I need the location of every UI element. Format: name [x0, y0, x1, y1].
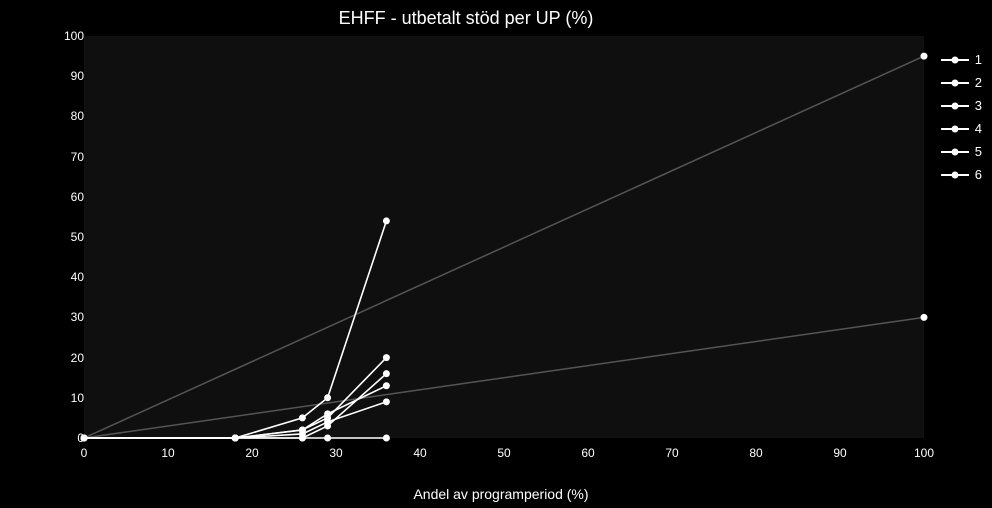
y-tick: 90 — [60, 69, 84, 83]
legend-item-1: 1 — [941, 52, 982, 67]
series-marker-2 — [383, 354, 390, 361]
x-tick: 10 — [161, 446, 174, 460]
series-marker-6 — [299, 435, 306, 442]
legend-item-6: 6 — [941, 167, 982, 182]
chart-container: EHFF - utbetalt stöd per UP (%) Andel ut… — [0, 0, 992, 508]
y-tick: 60 — [60, 190, 84, 204]
x-tick: 30 — [329, 446, 342, 460]
series-marker-6 — [232, 435, 239, 442]
legend-label: 2 — [975, 75, 982, 90]
series-line-3 — [84, 221, 386, 438]
reference-marker — [921, 314, 928, 321]
reference-line — [84, 317, 924, 438]
legend-swatch-icon — [941, 59, 969, 61]
series-marker-3 — [383, 217, 390, 224]
legend-label: 4 — [975, 121, 982, 136]
series-marker-1 — [383, 382, 390, 389]
series-line-1 — [84, 386, 386, 438]
legend: 1 2 3 4 5 6 — [941, 52, 982, 182]
plot-svg — [70, 36, 924, 458]
legend-swatch-icon — [941, 105, 969, 107]
y-tick: 20 — [60, 351, 84, 365]
legend-label: 5 — [975, 144, 982, 159]
x-tick: 70 — [665, 446, 678, 460]
series-marker-3 — [299, 414, 306, 421]
series-line-4 — [84, 374, 386, 438]
y-tick: 80 — [60, 109, 84, 123]
x-tick: 40 — [413, 446, 426, 460]
plot-area: 0102030405060708090100010203040506070809… — [70, 36, 924, 458]
y-tick: 0 — [60, 431, 84, 445]
legend-swatch-icon — [941, 82, 969, 84]
series-marker-6 — [324, 435, 331, 442]
legend-item-4: 4 — [941, 121, 982, 136]
series-marker-6 — [383, 435, 390, 442]
y-tick: 40 — [60, 270, 84, 284]
x-tick: 50 — [497, 446, 510, 460]
legend-swatch-icon — [941, 174, 969, 176]
series-marker-5 — [383, 398, 390, 405]
chart-title: EHFF - utbetalt stöd per UP (%) — [0, 8, 932, 29]
legend-item-5: 5 — [941, 144, 982, 159]
x-tick: 20 — [245, 446, 258, 460]
legend-label: 3 — [975, 98, 982, 113]
x-tick: 90 — [833, 446, 846, 460]
reference-line — [84, 56, 924, 438]
x-axis-label: Andel av programperiod (%) — [70, 486, 932, 502]
x-tick: 80 — [749, 446, 762, 460]
legend-swatch-icon — [941, 151, 969, 153]
y-tick: 30 — [60, 310, 84, 324]
y-tick: 70 — [60, 150, 84, 164]
legend-item-3: 3 — [941, 98, 982, 113]
series-marker-3 — [324, 394, 331, 401]
legend-label: 6 — [975, 167, 982, 182]
x-tick: 60 — [581, 446, 594, 460]
legend-swatch-icon — [941, 128, 969, 130]
x-tick: 0 — [81, 446, 88, 460]
reference-marker — [921, 53, 928, 60]
legend-label: 1 — [975, 52, 982, 67]
y-tick: 10 — [60, 391, 84, 405]
legend-item-2: 2 — [941, 75, 982, 90]
series-marker-4 — [383, 370, 390, 377]
y-tick: 50 — [60, 230, 84, 244]
x-tick: 100 — [914, 446, 934, 460]
series-marker-5 — [324, 418, 331, 425]
y-tick: 100 — [60, 29, 84, 43]
